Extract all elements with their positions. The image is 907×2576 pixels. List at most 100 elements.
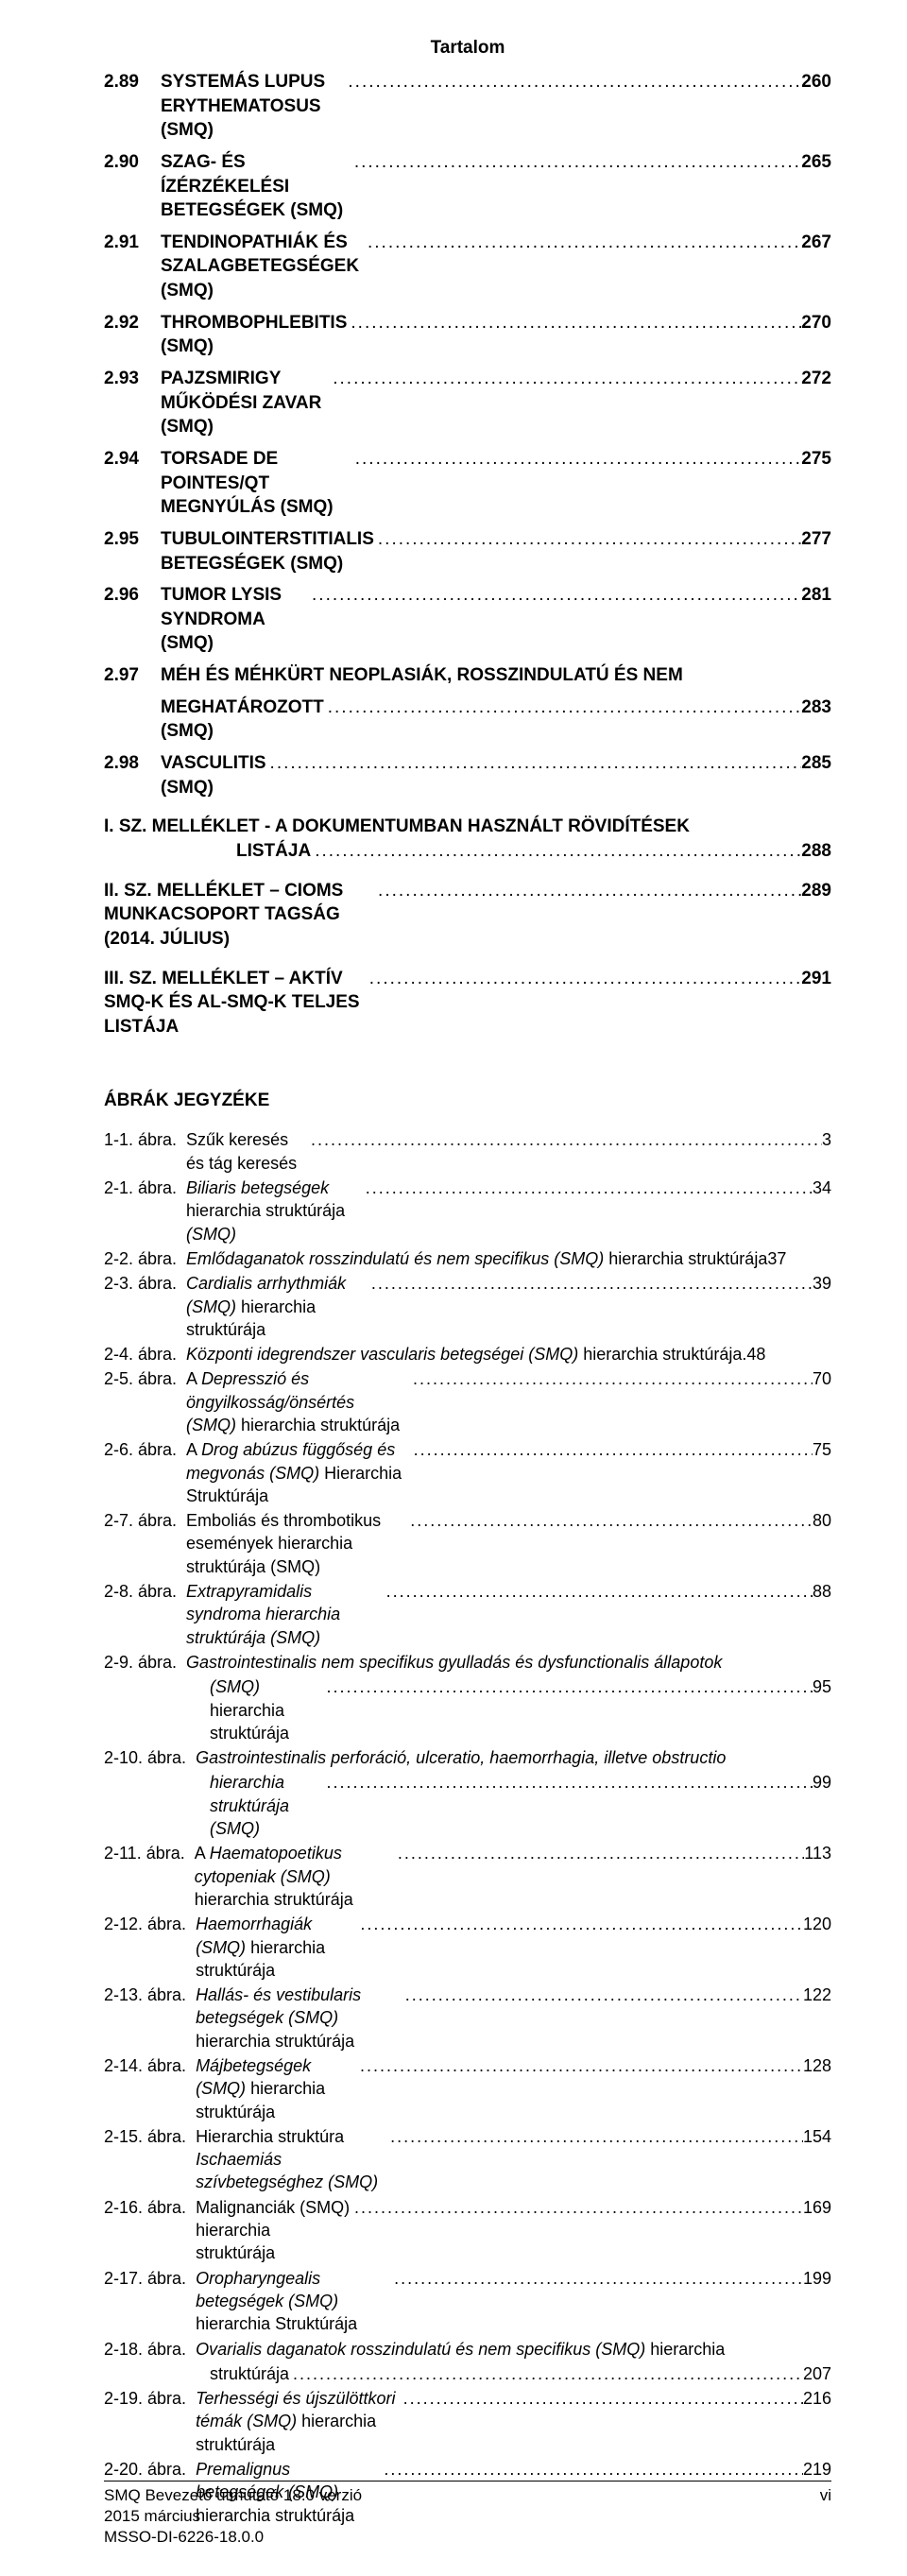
figure-title-part: hierarchia struktúrája xyxy=(195,1890,353,1909)
figure-label: 2-8. ábra. xyxy=(104,1580,186,1603)
footer-date: 2015 március xyxy=(104,2506,362,2527)
figure-entry: 2-19. ábra.Terhességi és újszülöttkori t… xyxy=(104,2387,831,2456)
figure-entry: 2-14. ábra.Májbetegségek (SMQ) hierarchi… xyxy=(104,2054,831,2123)
toc-leader xyxy=(351,150,801,175)
figure-title: Szűk keresés és tág keresés xyxy=(186,1128,307,1175)
page-container: Tartalom 2.89SYSTEMÁS LUPUS ERYTHEMATOSU… xyxy=(0,0,907,2576)
figure-entry: 1-1. ábra.Szűk keresés és tág keresés3 xyxy=(104,1128,831,1175)
appendix-page: 288 xyxy=(801,839,831,864)
toc-page: 260 xyxy=(801,70,831,94)
figure-title: hierarchia struktúrája (SMQ) xyxy=(210,1771,322,1840)
toc-leader xyxy=(311,839,801,864)
figure-title-part: Központi idegrendszer vascularis betegsé… xyxy=(186,1345,583,1364)
toc-leader xyxy=(329,367,801,391)
figure-title: Haemorrhagiák (SMQ) hierarchia struktúrá… xyxy=(196,1913,356,1982)
figure-entry: 2-12. ábra.Haemorrhagiák (SMQ) hierarchi… xyxy=(104,1913,831,1982)
figure-label: 2-4. ábra. xyxy=(104,1343,186,1365)
figure-title-part: (SMQ) xyxy=(186,1225,236,1244)
figure-entry-continuation: struktúrája207 xyxy=(104,2362,831,2385)
figure-label: 2-12. ábra. xyxy=(104,1913,196,1935)
figure-page: 37 xyxy=(767,1247,786,1270)
toc-title: THROMBOPHLEBITIS (SMQ) xyxy=(161,311,347,359)
toc-leader xyxy=(351,447,802,472)
figure-title: Májbetegségek (SMQ) hierarchia struktúrá… xyxy=(196,2054,356,2123)
figure-entry: 2-2. ábra.Emlődaganatok rosszindulatú és… xyxy=(104,1247,831,1270)
toc-number: 2.94 xyxy=(104,447,161,472)
figure-title: Extrapyramidalis syndroma hierarchia str… xyxy=(186,1580,383,1649)
figure-page: 99 xyxy=(813,1771,831,1794)
toc-entry: 2.89SYSTEMÁS LUPUS ERYTHEMATOSUS (SMQ)26… xyxy=(104,70,831,143)
toc-title: MÉH ÉS MÉHKÜRT NEOPLASIÁK, ROSSZINDULATÚ… xyxy=(161,663,683,688)
toc-number: 2.91 xyxy=(104,231,161,255)
figure-entry: 2-1. ábra.Biliaris betegségek hierarchia… xyxy=(104,1176,831,1245)
figure-title-part: struktúrája xyxy=(210,2364,289,2383)
toc-entry: 2.90SZAG- ÉS ÍZÉRZÉKELÉSI BETEGSÉGEK (SM… xyxy=(104,150,831,223)
figure-page: 154 xyxy=(803,2125,831,2148)
toc-container: 2.89SYSTEMÁS LUPUS ERYTHEMATOSUS (SMQ)26… xyxy=(104,70,831,799)
figure-label: 2-17. ábra. xyxy=(104,2267,196,2290)
toc-number: 2.89 xyxy=(104,70,161,94)
figure-title: Gastrointestinalis perforáció, ulceratio… xyxy=(196,1746,726,1769)
toc-page: 265 xyxy=(801,150,831,175)
toc-leader xyxy=(374,527,801,552)
figure-title-part: hierarchia struktúrája xyxy=(608,1249,767,1268)
figure-title-part: Malignanciák (SMQ) xyxy=(196,2198,350,2217)
figure-label: 2-7. ábra. xyxy=(104,1509,186,1532)
toc-leader xyxy=(344,70,801,94)
figure-title-part: hierarchia struktúrája (SMQ) xyxy=(210,1773,289,1838)
figure-title-part: (SMQ) xyxy=(210,1677,260,1696)
figure-title: Hallás- és vestibularis betegségek (SMQ)… xyxy=(196,1984,402,2052)
toc-title: TUMOR LYSIS SYNDROMA (SMQ) xyxy=(161,583,308,656)
figure-page: 88 xyxy=(813,1580,831,1603)
figure-entry: 2-4. ábra.Központi idegrendszer vascular… xyxy=(104,1343,831,1365)
figure-leader xyxy=(322,1675,813,1698)
figure-entry: 2-18. ábra.Ovarialis daganatok rosszindu… xyxy=(104,2338,831,2361)
figure-title-part: Biliaris betegségek xyxy=(186,1178,329,1197)
figure-page: 128 xyxy=(803,2054,831,2077)
toc-leader xyxy=(364,231,801,255)
figure-title-part: Emlődaganatok rosszindulatú és nem speci… xyxy=(186,1249,608,1268)
figure-title-part: Szűk keresés és tág keresés xyxy=(186,1130,297,1172)
figure-title-part: Hierarchia struktúra xyxy=(196,2127,344,2146)
figure-entry-continuation: hierarchia struktúrája (SMQ) 99 xyxy=(104,1771,831,1840)
figure-leader xyxy=(394,1842,804,1864)
figure-title-part: A xyxy=(195,1844,210,1863)
figure-label: 1-1. ábra. xyxy=(104,1128,186,1151)
figure-title-part: hierarchia Struktúrája xyxy=(196,2314,357,2333)
figure-title: (SMQ) hierarchia struktúrája xyxy=(210,1675,322,1744)
appendix-title: I. SZ. MELLÉKLET - A DOKUMENTUMBAN HASZN… xyxy=(104,815,690,839)
figure-entry: 2-9. ábra.Gastrointestinalis nem specifi… xyxy=(104,1651,831,1674)
toc-leader xyxy=(374,879,801,903)
figure-label: 2-11. ábra. xyxy=(104,1842,195,1864)
figure-title: Oropharyngealis betegségek (SMQ) hierarc… xyxy=(196,2267,390,2336)
figure-entry: 2-3. ábra.Cardialis arrhythmiák (SMQ) hi… xyxy=(104,1272,831,1341)
toc-number: 2.95 xyxy=(104,527,161,552)
figure-label: 2-5. ábra. xyxy=(104,1367,186,1390)
figure-title: Ovarialis daganatok rosszindulatú és nem… xyxy=(196,2338,725,2361)
figure-title-part: A xyxy=(186,1369,201,1388)
figure-page: 95 xyxy=(813,1675,831,1698)
toc-number: 2.98 xyxy=(104,751,161,776)
figure-title: Hierarchia struktúra Ischaemiás szívbete… xyxy=(196,2125,386,2194)
toc-number: 2.97 xyxy=(104,663,161,688)
figure-leader xyxy=(356,1913,803,1935)
footer: SMQ Bevezető útmutató 18.0 verzió 2015 m… xyxy=(104,2485,831,2548)
figure-leader xyxy=(362,1176,813,1199)
toc-entry: 2.92THROMBOPHLEBITIS (SMQ)270 xyxy=(104,311,831,359)
figure-label: 2-9. ábra. xyxy=(104,1651,186,1674)
figure-entry: 2-10. ábra.Gastrointestinalis perforáció… xyxy=(104,1746,831,1769)
figure-title-part: hierarchia struktúrája xyxy=(186,1201,345,1220)
figure-leader xyxy=(400,2387,803,2410)
toc-page: 275 xyxy=(801,447,831,472)
toc-entry: 2.93PAJZSMIRIGY MŰKÖDÉSI ZAVAR (SMQ)272 xyxy=(104,367,831,439)
appendix-entry: III. SZ. MELLÉKLET – AKTÍV SMQ-K ÉS AL-S… xyxy=(104,967,831,1039)
toc-page: 277 xyxy=(801,527,831,552)
figure-page: 70 xyxy=(813,1367,831,1390)
figure-leader xyxy=(410,1438,813,1461)
appendix-page: 291 xyxy=(801,967,831,991)
figure-title-part: Ischaemiás szívbetegséghez (SMQ) xyxy=(196,2150,378,2191)
footer-version: SMQ Bevezető útmutató 18.0 verzió xyxy=(104,2485,362,2506)
figure-page: 120 xyxy=(803,1913,831,1935)
figure-leader xyxy=(409,1367,813,1390)
footer-left: SMQ Bevezető útmutató 18.0 verzió 2015 m… xyxy=(104,2485,362,2548)
